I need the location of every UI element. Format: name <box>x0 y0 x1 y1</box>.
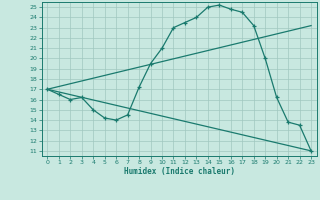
X-axis label: Humidex (Indice chaleur): Humidex (Indice chaleur) <box>124 167 235 176</box>
